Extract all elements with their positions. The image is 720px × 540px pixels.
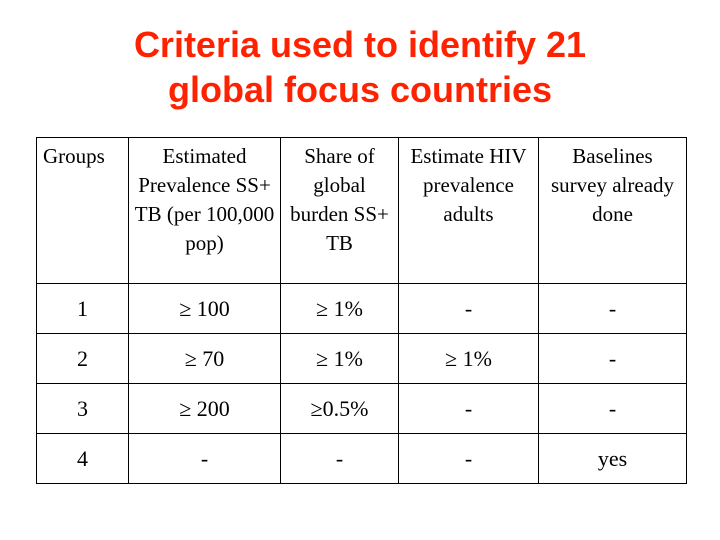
table-cell-share: - (280, 433, 399, 484)
table-cell-baseline: - (538, 283, 687, 334)
table-cell-prevalence: ≥ 100 (128, 283, 281, 334)
table-cell-group: 2 (36, 333, 129, 384)
table-row: 1 ≥ 100 ≥ 1% - - (36, 283, 687, 334)
header-estimated-prevalence: Estimated Prevalence SS+ TB (per 100,000… (128, 137, 281, 284)
table-cell-hiv: - (398, 433, 539, 484)
header-hiv-prevalence: Estimate HIV prevalence adults (398, 137, 539, 284)
table-cell-hiv: - (398, 283, 539, 334)
criteria-table: Groups Estimated Prevalence SS+ TB (per … (36, 137, 687, 484)
title-line-2: global focus countries (167, 69, 553, 110)
table-cell-share: ≥ 1% (280, 333, 399, 384)
table-cell-prevalence: ≥ 70 (128, 333, 281, 384)
table-cell-group: 1 (36, 283, 129, 334)
table-row: 4 - - - yes (36, 433, 687, 484)
table-cell-baseline: yes (538, 433, 687, 484)
table-cell-share: ≥ 1% (280, 283, 399, 334)
table-cell-group: 3 (36, 383, 129, 434)
table-cell-prevalence: - (128, 433, 281, 484)
header-baseline-survey: Baselines survey already done (538, 137, 687, 284)
table-row: 2 ≥ 70 ≥ 1% ≥ 1% - (36, 333, 687, 384)
table-cell-group: 4 (36, 433, 129, 484)
slide-title: Criteria used to identify 21 global focu… (0, 22, 720, 112)
table-cell-hiv: - (398, 383, 539, 434)
header-groups: Groups (36, 137, 129, 284)
table-cell-hiv: ≥ 1% (398, 333, 539, 384)
table-row: 3 ≥ 200 ≥0.5% - - (36, 383, 687, 434)
title-line-1: Criteria used to identify 21 (133, 24, 587, 65)
header-share-global-burden: Share of global burden SS+ TB (280, 137, 399, 284)
table-cell-baseline: - (538, 383, 687, 434)
table-cell-share: ≥0.5% (280, 383, 399, 434)
header-row: Groups Estimated Prevalence SS+ TB (per … (36, 137, 687, 284)
table-cell-prevalence: ≥ 200 (128, 383, 281, 434)
table-cell-baseline: - (538, 333, 687, 384)
